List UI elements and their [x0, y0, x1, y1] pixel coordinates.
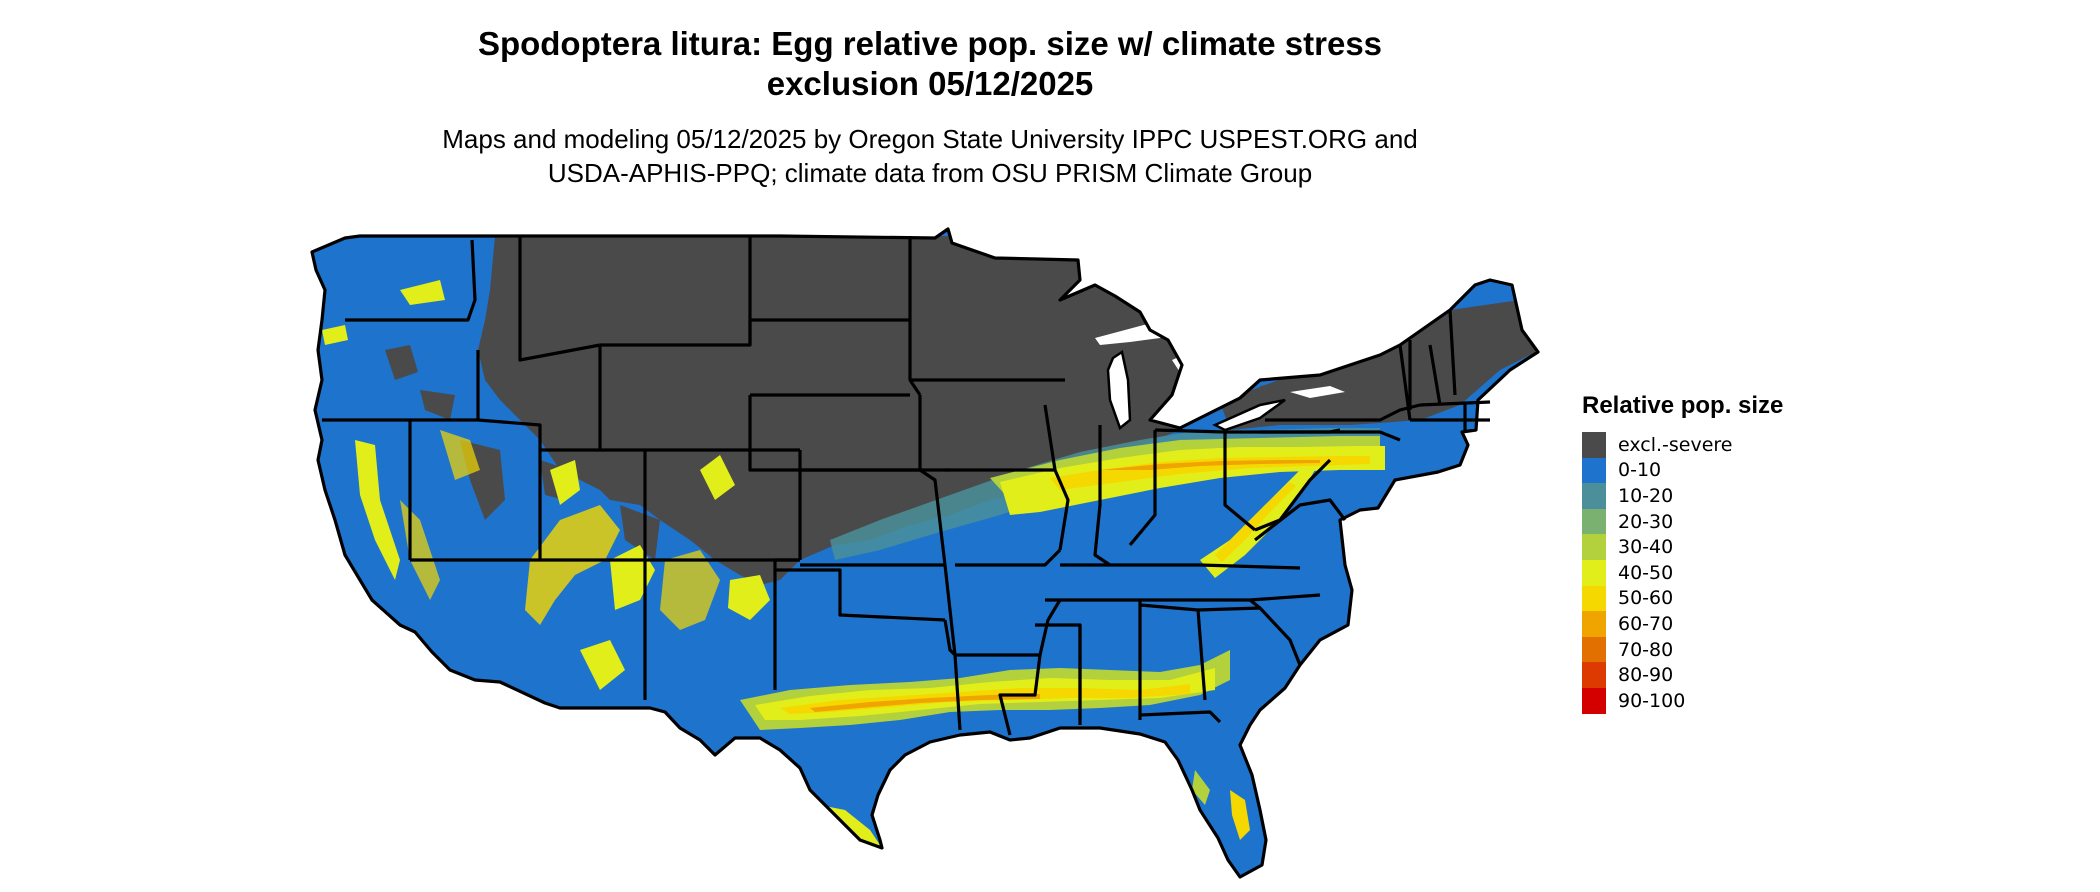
legend-swatch	[1582, 508, 1606, 535]
legend-label: 90-100	[1618, 689, 1686, 712]
legend-item: 20-30	[1582, 508, 1783, 535]
map-subtitle-line-1: Maps and modeling 05/12/2025 by Oregon S…	[442, 124, 1418, 154]
legend-item: 0-10	[1582, 457, 1783, 484]
map-body	[310, 227, 1540, 879]
legend-items: excl.-severe 0-10 10-20 20-30 30-40 40-50 50-6…	[1582, 432, 1783, 714]
legend-item: 80-90	[1582, 662, 1783, 688]
legend-item: 40-50	[1582, 559, 1783, 586]
legend-swatch	[1582, 483, 1606, 509]
legend-swatch	[1582, 432, 1606, 458]
legend-item: 60-70	[1582, 611, 1783, 637]
legend-label: excl.-severe	[1618, 433, 1733, 456]
legend-label: 20-30	[1618, 510, 1674, 533]
legend-label: 30-40	[1618, 536, 1674, 559]
legend-swatch	[1582, 636, 1606, 663]
legend-swatch	[1582, 585, 1606, 612]
legend-label: 50-60	[1618, 587, 1674, 610]
legend-label: 0-10	[1618, 459, 1662, 482]
legend-item: 10-20	[1582, 483, 1783, 509]
legend-swatch	[1582, 687, 1606, 714]
legend-swatch	[1582, 611, 1606, 637]
legend-label: 70-80	[1618, 638, 1674, 661]
legend-swatch	[1582, 559, 1606, 586]
legend-item: 90-100	[1582, 687, 1783, 714]
legend-swatch	[1582, 662, 1606, 688]
legend-label: 80-90	[1618, 664, 1674, 687]
legend-item: 50-60	[1582, 585, 1783, 612]
legend-item: 30-40	[1582, 534, 1783, 560]
legend-item: 70-80	[1582, 636, 1783, 663]
legend-swatch	[1582, 457, 1606, 484]
legend-swatch	[1582, 534, 1606, 560]
legend-label: 40-50	[1618, 561, 1674, 584]
map-legend: Relative pop. size excl.-severe 0-10 10-20…	[1582, 392, 1783, 714]
legend-item: excl.-severe	[1582, 432, 1783, 458]
map-title-line-1: Spodoptera litura: Egg relative pop. siz…	[477, 25, 1383, 62]
map-subtitle-line-2: USDA-APHIS-PPQ; climate data from OSU PR…	[547, 158, 1313, 188]
legend-label: 10-20	[1618, 484, 1674, 507]
legend-title: Relative pop. size	[1582, 392, 1784, 419]
legend-label: 60-70	[1618, 612, 1674, 635]
map-title-line-2: exclusion 05/12/2025	[766, 65, 1094, 102]
